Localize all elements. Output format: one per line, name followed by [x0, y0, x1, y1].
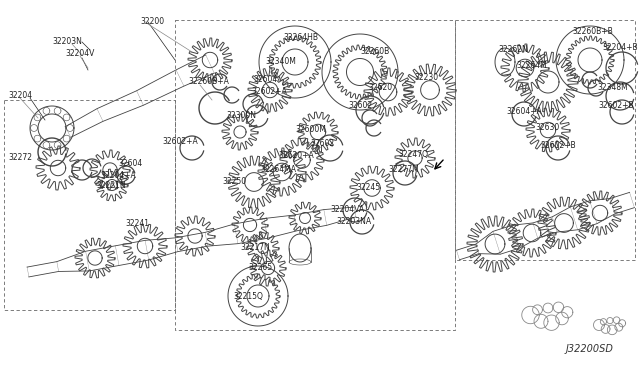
Text: 32203NA: 32203NA	[336, 218, 371, 227]
Text: 32277M: 32277M	[388, 166, 419, 174]
Text: 32250: 32250	[222, 177, 246, 186]
Text: 32262N: 32262N	[498, 45, 528, 55]
Text: 32272: 32272	[8, 154, 32, 163]
Text: 32604: 32604	[253, 76, 277, 84]
Text: 32264MA: 32264MA	[260, 166, 296, 174]
Text: 32260B+B: 32260B+B	[572, 28, 612, 36]
Text: 32203N: 32203N	[52, 38, 82, 46]
Text: 32204V: 32204V	[65, 49, 94, 58]
Text: 32630: 32630	[535, 124, 559, 132]
Text: 32215Q: 32215Q	[233, 292, 263, 301]
Text: 32230: 32230	[414, 74, 438, 83]
Text: 32204: 32204	[8, 92, 32, 100]
Text: 32245: 32245	[356, 183, 380, 192]
Text: 32602+B: 32602+B	[540, 141, 575, 150]
Text: 32264HB: 32264HB	[283, 33, 318, 42]
Text: 32300N: 32300N	[226, 112, 256, 121]
Text: 32602+B: 32602+B	[598, 102, 634, 110]
Text: 32602: 32602	[348, 102, 372, 110]
Text: 32604: 32604	[118, 160, 142, 169]
Text: 32264M: 32264M	[516, 61, 547, 71]
Text: 32602+A: 32602+A	[162, 138, 198, 147]
Text: 32265: 32265	[248, 263, 272, 273]
Text: 32204VA: 32204VA	[330, 205, 364, 215]
Text: 32602: 32602	[310, 140, 334, 148]
Text: 32620: 32620	[368, 83, 392, 93]
Text: 32241: 32241	[125, 219, 149, 228]
Text: 32620+A: 32620+A	[278, 151, 314, 160]
Text: 32604+A: 32604+A	[506, 108, 542, 116]
Text: 32260B+A: 32260B+A	[188, 77, 229, 87]
Text: 32221N: 32221N	[96, 182, 125, 190]
Text: 32217N: 32217N	[240, 244, 269, 253]
Text: 32340M: 32340M	[265, 58, 296, 67]
Text: 32247Q: 32247Q	[398, 151, 428, 160]
Text: 32260B: 32260B	[360, 48, 389, 57]
Text: 32204+B: 32204+B	[602, 44, 637, 52]
Text: 32204+A: 32204+A	[100, 171, 136, 180]
Text: 32600M: 32600M	[295, 125, 326, 135]
Text: 32200: 32200	[140, 17, 164, 26]
Text: J32200SD: J32200SD	[566, 344, 614, 354]
Text: 32348M: 32348M	[597, 83, 628, 93]
Text: 32602+A: 32602+A	[251, 87, 287, 96]
